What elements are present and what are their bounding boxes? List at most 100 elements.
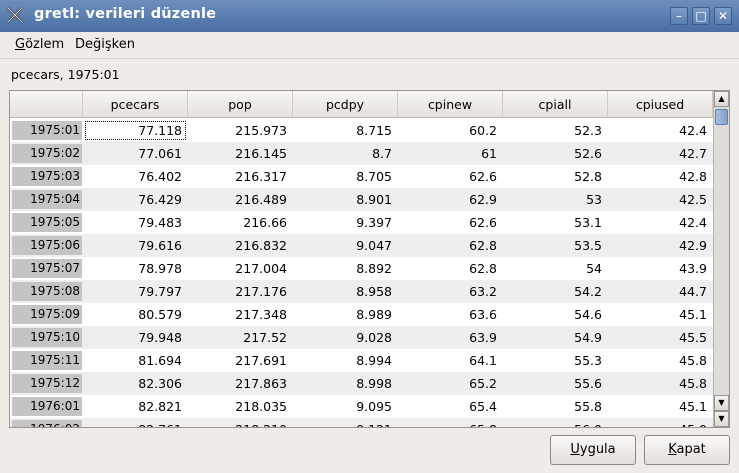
table-cell[interactable]: 8.989 xyxy=(356,307,392,322)
table-cell[interactable]: 82.761 xyxy=(83,418,188,427)
table-cell[interactable]: 62.9 xyxy=(469,192,497,207)
data-table[interactable]: pcecars pop pcdpy cpinew cpiall cpiused 1975:… xyxy=(9,90,730,428)
table-cell[interactable]: 216.489 xyxy=(235,192,287,207)
table-cell[interactable]: 63.2 xyxy=(469,284,497,299)
table-cell[interactable]: 63.9 xyxy=(469,330,497,345)
table-cell[interactable]: 217.691 xyxy=(235,353,287,368)
scroll-down-button-2[interactable]: ▼ xyxy=(714,411,729,427)
scrollbar-thumb[interactable] xyxy=(715,109,728,125)
table-cell[interactable]: 60.2 xyxy=(469,123,497,138)
table-cell[interactable]: 54.2 xyxy=(574,284,602,299)
title-bar[interactable]: gretl: verileri düzenle – □ ✕ xyxy=(0,0,739,32)
table-cell[interactable]: 217.176 xyxy=(235,284,287,299)
table-row[interactable]: 1975:06 79.616 216.832 9.047 62.8 53.5 42.9 xyxy=(10,234,713,257)
table-cell[interactable]: 61 xyxy=(481,146,497,161)
table-row[interactable]: 1975:11 81.694 217.691 8.994 64.1 55.3 45.8 xyxy=(10,349,713,372)
table-cell[interactable]: 79.948 xyxy=(138,330,182,345)
menu-gozlem[interactable]: Gözlem xyxy=(15,37,64,52)
table-row[interactable]: 1975:10 79.948 217.52 9.028 63.9 54.9 45.5 xyxy=(10,326,713,349)
column-header[interactable]: cpiused xyxy=(608,91,713,118)
minimize-button[interactable]: – xyxy=(670,7,688,25)
table-cell[interactable]: 42.8 xyxy=(679,169,707,184)
table-cell[interactable]: 62.8 xyxy=(469,261,497,276)
table-cell[interactable]: 76.402 xyxy=(138,169,182,184)
column-header[interactable]: pcdpy xyxy=(293,91,398,118)
table-cell[interactable]: 8.715 xyxy=(356,123,392,138)
table-cell[interactable]: 42.7 xyxy=(679,146,707,161)
table-cell[interactable]: 9.121 xyxy=(293,418,398,427)
table-cell[interactable]: 8.958 xyxy=(356,284,392,299)
table-cell[interactable]: 45.1 xyxy=(679,307,707,322)
scroll-up-button[interactable]: ▲ xyxy=(714,91,729,107)
table-cell[interactable]: 53.1 xyxy=(574,215,602,230)
table-cell[interactable]: 53 xyxy=(586,192,602,207)
table-row[interactable]: 1975:09 80.579 217.348 8.989 63.6 54.6 45.1 xyxy=(10,303,713,326)
table-cell[interactable]: 64.1 xyxy=(469,353,497,368)
table-cell[interactable]: 8.7 xyxy=(372,146,392,161)
table-cell[interactable]: 215.973 xyxy=(235,123,287,138)
table-cell[interactable]: 42.9 xyxy=(679,238,707,253)
column-header[interactable]: pop xyxy=(188,91,293,118)
table-cell[interactable]: 82.821 xyxy=(138,399,182,414)
table-cell[interactable]: 9.047 xyxy=(356,238,392,253)
table-cell[interactable]: 63.6 xyxy=(469,307,497,322)
maximize-button[interactable]: □ xyxy=(692,7,710,25)
table-cell[interactable]: 42.5 xyxy=(679,192,707,207)
table-cell[interactable]: 65.2 xyxy=(469,376,497,391)
table-row[interactable]: 1975:04 76.429 216.489 8.901 62.9 53 42.5 xyxy=(10,188,713,211)
table-cell[interactable]: 44.7 xyxy=(679,284,707,299)
table-cell[interactable]: 8.705 xyxy=(356,169,392,184)
menu-degisken[interactable]: Değişken xyxy=(75,37,135,52)
table-cell[interactable]: 43.9 xyxy=(679,261,707,276)
table-cell[interactable]: 53.5 xyxy=(574,238,602,253)
table-cell[interactable]: 76.429 xyxy=(138,192,182,207)
table-cell[interactable]: 62.8 xyxy=(469,238,497,253)
table-cell[interactable]: 42.4 xyxy=(679,123,707,138)
table-cell[interactable]: 8.901 xyxy=(356,192,392,207)
table-cell[interactable]: 216.145 xyxy=(235,146,287,161)
table-cell[interactable]: 65.8 xyxy=(398,418,503,427)
table-cell[interactable]: 45.5 xyxy=(679,330,707,345)
table-cell[interactable]: 55.6 xyxy=(574,376,602,391)
table-cell[interactable]: 52.8 xyxy=(574,169,602,184)
table-row[interactable]: 1975:05 79.483 216.66 9.397 62.6 53.1 42.4 xyxy=(10,211,713,234)
table-cell[interactable]: 80.579 xyxy=(138,307,182,322)
table-row[interactable]: 1976:0282.761218.2109.12165.856.045.0 xyxy=(10,418,713,427)
table-cell[interactable]: 8.994 xyxy=(356,353,392,368)
table-row[interactable]: 1975:07 78.978 217.004 8.892 62.8 54 43.9 xyxy=(10,257,713,280)
scroll-down-button[interactable]: ▼ xyxy=(714,395,729,411)
table-cell[interactable]: 9.028 xyxy=(356,330,392,345)
column-header[interactable]: pcecars xyxy=(83,91,188,118)
table-cell[interactable]: 54 xyxy=(586,261,602,276)
table-cell[interactable]: 216.832 xyxy=(235,238,287,253)
table-cell[interactable]: 56.0 xyxy=(503,418,608,427)
table-cell[interactable]: 55.8 xyxy=(574,399,602,414)
table-cell[interactable]: 62.6 xyxy=(469,169,497,184)
table-cell[interactable]: 217.52 xyxy=(243,330,287,345)
table-cell[interactable]: 218.035 xyxy=(235,399,287,414)
table-cell[interactable]: 45.8 xyxy=(679,376,707,391)
vertical-scrollbar[interactable]: ▲ ▼ ▼ xyxy=(713,91,729,427)
table-cell[interactable]: 216.66 xyxy=(243,215,287,230)
table-cell[interactable]: 77.061 xyxy=(138,146,182,161)
table-cell[interactable]: 8.892 xyxy=(356,261,392,276)
table-cell[interactable]: 82.306 xyxy=(138,376,182,391)
table-cell[interactable]: 78.978 xyxy=(138,261,182,276)
table-cell[interactable]: 55.3 xyxy=(574,353,602,368)
table-cell[interactable]: 54.6 xyxy=(574,307,602,322)
table-row[interactable]: 1975:12 82.306 217.863 8.998 65.2 55.6 45.8 xyxy=(10,372,713,395)
table-row[interactable]: 1975:08 79.797 217.176 8.958 63.2 54.2 44.7 xyxy=(10,280,713,303)
table-row[interactable]: 1975:01 77.118 215.973 8.715 60.2 52.3 42.4 xyxy=(10,119,713,142)
table-cell[interactable]: 52.6 xyxy=(574,146,602,161)
table-cell[interactable]: 79.797 xyxy=(138,284,182,299)
table-cell[interactable]: 52.3 xyxy=(574,123,602,138)
table-cell[interactable]: 45.8 xyxy=(679,353,707,368)
table-cell[interactable]: 218.210 xyxy=(188,418,293,427)
table-cell[interactable]: 81.694 xyxy=(138,353,182,368)
table-cell[interactable]: 45.1 xyxy=(679,399,707,414)
table-cell[interactable]: 217.004 xyxy=(235,261,287,276)
table-cell[interactable]: 216.317 xyxy=(235,169,287,184)
table-cell[interactable]: 79.483 xyxy=(138,215,182,230)
table-cell[interactable]: 77.118 xyxy=(83,119,188,142)
table-cell[interactable]: 54.9 xyxy=(574,330,602,345)
